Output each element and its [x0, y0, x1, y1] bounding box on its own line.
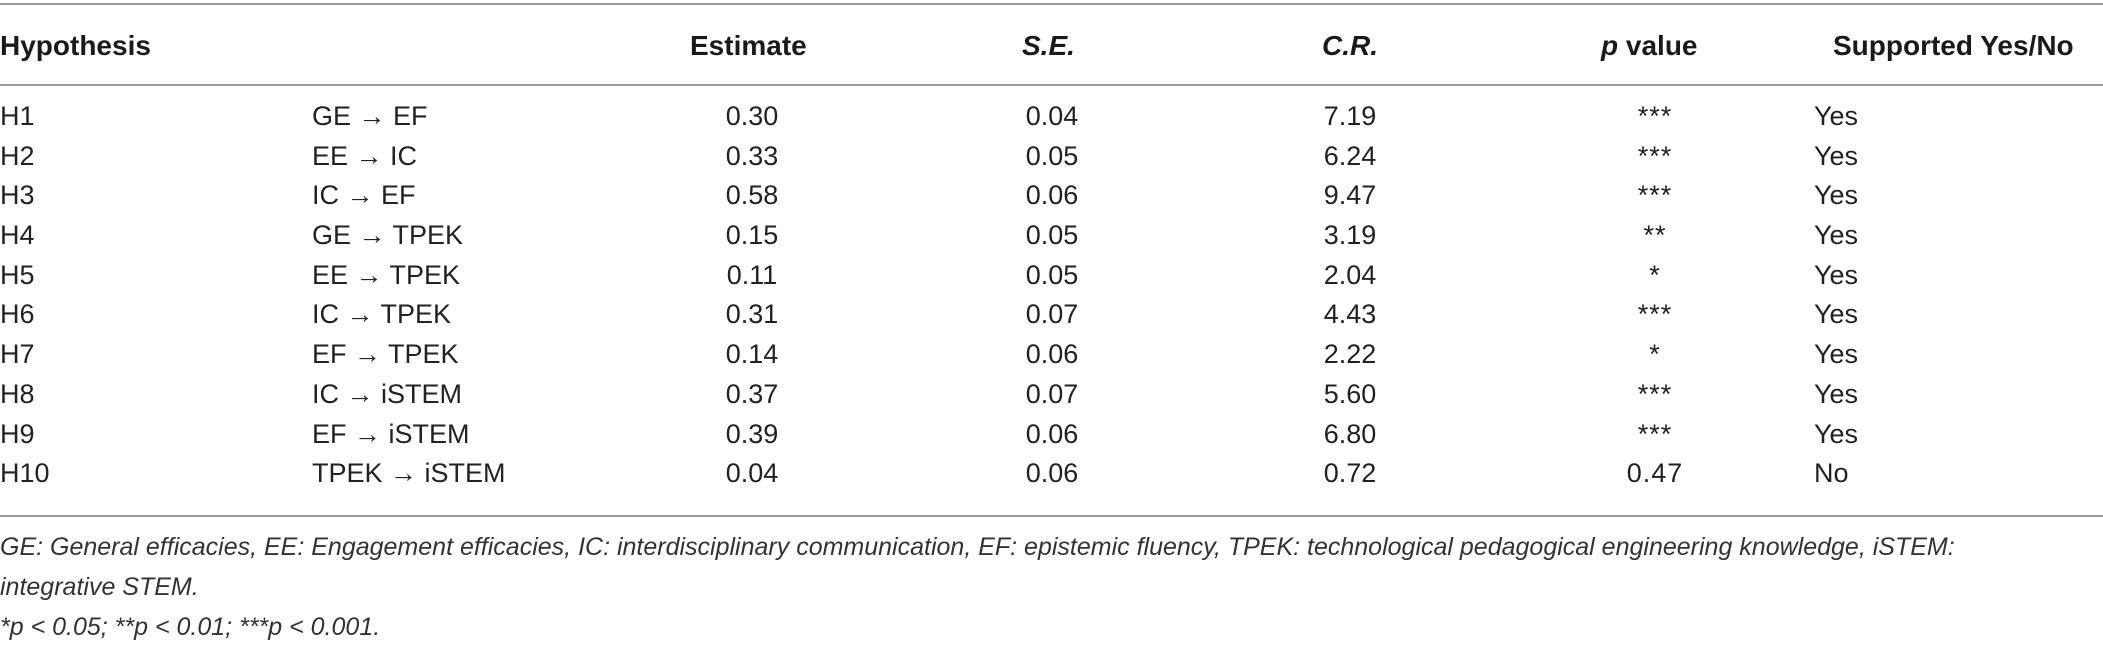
cell-estimate: 0.39 — [725, 418, 779, 449]
cell-se: 0.06 — [1025, 458, 1079, 489]
cell-cr: 5.60 — [1323, 378, 1377, 409]
cell-se: 0.07 — [1025, 378, 1079, 409]
cell-hypothesis-id: H9 — [0, 418, 35, 449]
cell-hypothesis-id: H6 — [0, 299, 35, 330]
cell-path: EF → iSTEM — [312, 418, 470, 449]
table-row: H1 GE → EF 0.30 0.04 7.19 *** Yes — [0, 96, 2103, 136]
cell-supported: Yes — [1814, 259, 1859, 290]
table-bottom-rule — [0, 515, 2103, 517]
header-p-value: p value — [1601, 26, 1698, 66]
cell-cr: 6.80 — [1323, 418, 1377, 449]
cell-estimate: 0.11 — [726, 259, 778, 290]
cell-hypothesis-id: H7 — [0, 339, 35, 370]
cell-se: 0.05 — [1025, 140, 1079, 171]
table-header-row: Hypothesis Estimate S.E. C.R. p value Su… — [0, 26, 2103, 66]
cell-p-value: *** — [1637, 299, 1673, 330]
header-p-rest: value — [1618, 30, 1698, 61]
table-row: H10 TPEK → iSTEM 0.04 0.06 0.72 0.47 No — [0, 453, 2103, 493]
cell-supported: Yes — [1814, 180, 1859, 211]
cell-hypothesis-id: H4 — [0, 220, 35, 251]
table-row: H8 IC → iSTEM 0.37 0.07 5.60 *** Yes — [0, 374, 2103, 414]
table-body: H1 GE → EF 0.30 0.04 7.19 *** Yes H2 EE … — [0, 96, 2103, 493]
cell-estimate: 0.15 — [725, 220, 779, 251]
table-row: H3 IC → EF 0.58 0.06 9.47 *** Yes — [0, 175, 2103, 215]
cell-cr: 0.72 — [1323, 458, 1377, 489]
cell-se: 0.06 — [1025, 418, 1079, 449]
cell-p-value: * — [1649, 259, 1661, 290]
cell-estimate: 0.31 — [725, 299, 779, 330]
cell-cr: 3.19 — [1323, 220, 1377, 251]
cell-p-value: 0.47 — [1626, 458, 1684, 489]
cell-supported: Yes — [1814, 101, 1859, 131]
table-footnotes: GE: General efficacies, EE: Engagement e… — [0, 527, 2090, 647]
cell-hypothesis-id: H10 — [0, 458, 50, 489]
cell-path: IC → EF — [312, 180, 416, 211]
footnote-abbreviations-line2: integrative STEM. — [0, 573, 199, 601]
cell-se: 0.04 — [1025, 101, 1079, 131]
cell-path: EF → TPEK — [312, 339, 459, 370]
cell-supported: Yes — [1814, 299, 1859, 330]
cell-cr: 2.04 — [1323, 259, 1377, 290]
header-hypothesis: Hypothesis — [0, 30, 151, 61]
cell-p-value: *** — [1637, 180, 1673, 211]
cell-p-value: * — [1649, 339, 1661, 370]
cell-estimate: 0.37 — [725, 378, 779, 409]
table-row: H9 EF → iSTEM 0.39 0.06 6.80 *** Yes — [0, 414, 2103, 454]
cell-supported: Yes — [1814, 220, 1859, 251]
cell-p-value: *** — [1637, 140, 1673, 171]
cell-p-value: *** — [1637, 418, 1673, 449]
cell-path: TPEK → iSTEM — [312, 458, 506, 489]
cell-hypothesis-id: H2 — [0, 140, 35, 171]
cell-se: 0.06 — [1025, 180, 1079, 211]
cell-se: 0.07 — [1025, 299, 1079, 330]
table-row: H7 EF → TPEK 0.14 0.06 2.22 * Yes — [0, 334, 2103, 374]
cell-p-value: *** — [1637, 378, 1673, 409]
cell-path: GE → EF — [312, 101, 428, 131]
table-top-rule — [0, 3, 2103, 5]
cell-estimate: 0.30 — [725, 101, 779, 131]
cell-path: EE → TPEK — [312, 259, 461, 290]
cell-supported: Yes — [1814, 339, 1859, 370]
cell-p-value: ** — [1643, 220, 1667, 251]
cell-path: EE → IC — [312, 140, 418, 171]
cell-cr: 6.24 — [1323, 140, 1377, 171]
cell-cr: 7.19 — [1323, 101, 1377, 131]
cell-se: 0.05 — [1025, 259, 1079, 290]
cell-se: 0.06 — [1025, 339, 1079, 370]
table-row: H5 EE → TPEK 0.11 0.05 2.04 * Yes — [0, 255, 2103, 295]
cell-se: 0.05 — [1025, 220, 1079, 251]
cell-estimate: 0.14 — [725, 339, 779, 370]
cell-cr: 2.22 — [1323, 339, 1377, 370]
header-estimate: Estimate — [690, 30, 807, 61]
header-cr: C.R. — [1322, 30, 1378, 61]
cell-estimate: 0.33 — [725, 140, 779, 171]
cell-supported: No — [1814, 458, 1849, 489]
cell-hypothesis-id: H8 — [0, 378, 35, 409]
cell-hypothesis-id: H5 — [0, 259, 35, 290]
footnote-significance: *p < 0.05; **p < 0.01; ***p < 0.001. — [0, 613, 381, 641]
cell-supported: Yes — [1814, 418, 1859, 449]
cell-estimate: 0.04 — [725, 458, 779, 489]
cell-hypothesis-id: H1 — [0, 101, 35, 131]
cell-supported: Yes — [1814, 140, 1859, 171]
table-row: H6 IC → TPEK 0.31 0.07 4.43 *** Yes — [0, 294, 2103, 334]
footnote-abbreviations-line1: GE: General efficacies, EE: Engagement e… — [0, 533, 1955, 561]
cell-estimate: 0.58 — [725, 180, 779, 211]
table-row: H2 EE → IC 0.33 0.05 6.24 *** Yes — [0, 136, 2103, 176]
cell-cr: 4.43 — [1323, 299, 1377, 330]
header-p-italic: p — [1601, 30, 1619, 61]
cell-path: IC → iSTEM — [312, 378, 463, 409]
table-header-rule — [0, 84, 2103, 86]
cell-path: IC → TPEK — [312, 299, 452, 330]
cell-path: GE → TPEK — [312, 220, 464, 251]
table-row: H4 GE → TPEK 0.15 0.05 3.19 ** Yes — [0, 215, 2103, 255]
cell-supported: Yes — [1814, 378, 1859, 409]
header-se: S.E. — [1022, 30, 1075, 61]
cell-cr: 9.47 — [1323, 180, 1377, 211]
cell-p-value: *** — [1637, 101, 1673, 131]
header-supported: Supported Yes/No — [1833, 30, 2074, 61]
cell-hypothesis-id: H3 — [0, 180, 35, 211]
